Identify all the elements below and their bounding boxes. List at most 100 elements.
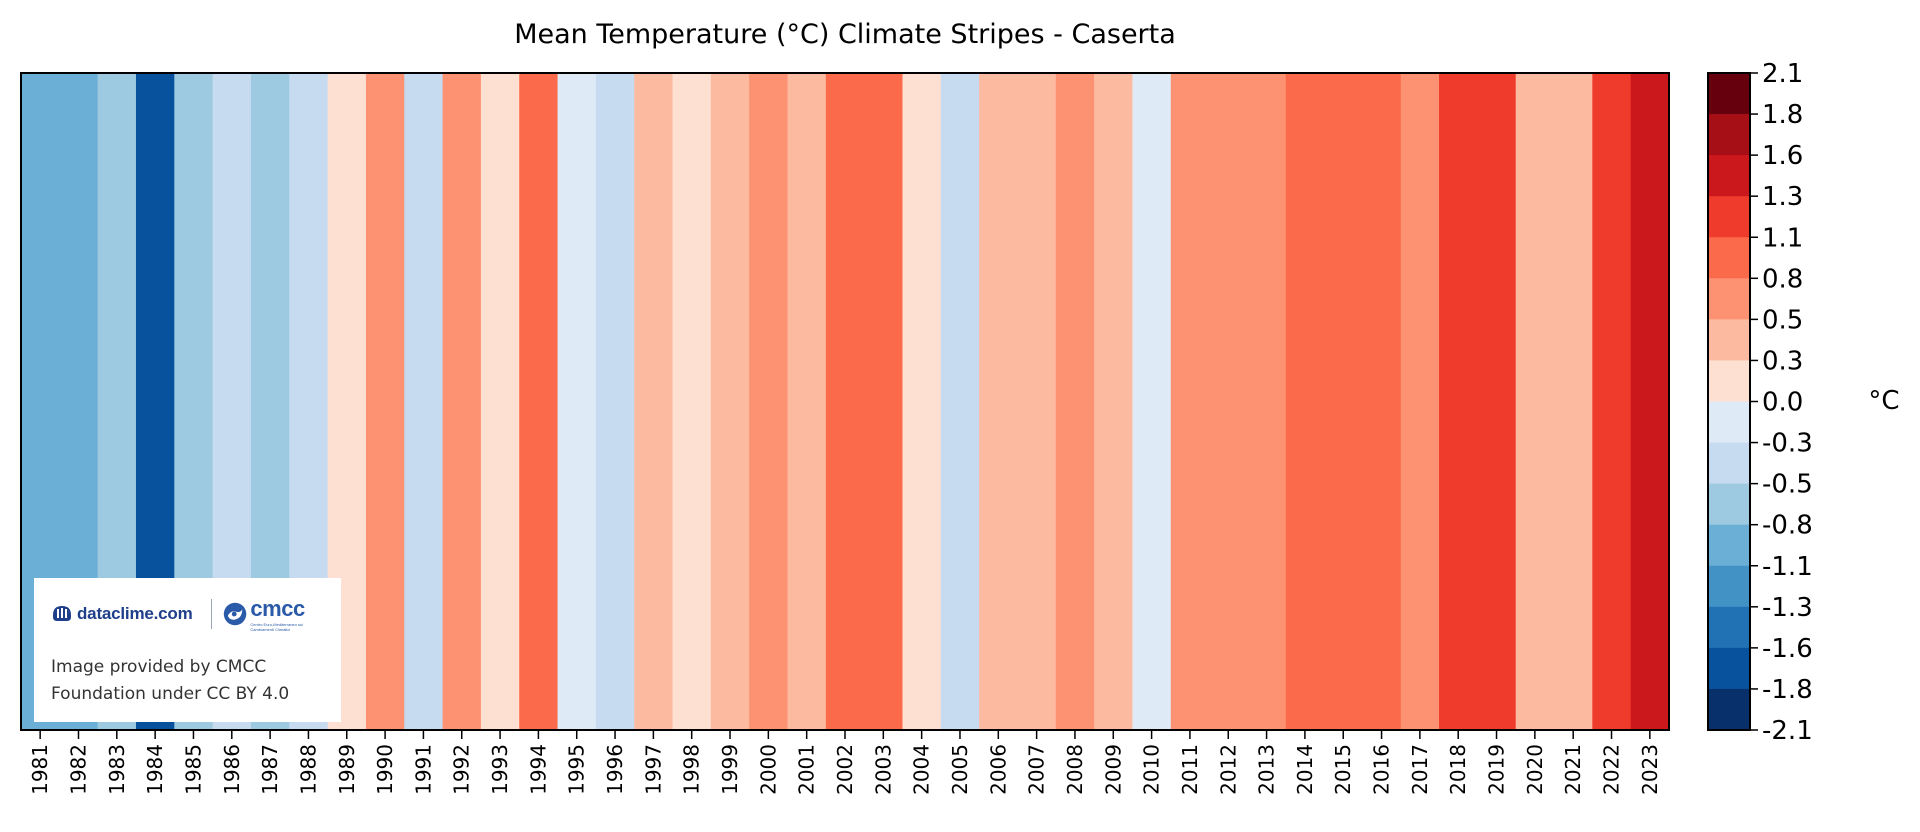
x-axis-ticks: 1981 1982 1983 1984 1985 1986 1987 1988 1989 1990… [28, 730, 1662, 795]
x-tick-label-2021: 2021 [1561, 744, 1585, 795]
stripe-1996 [595, 73, 635, 730]
stripe-2023 [1630, 73, 1670, 730]
chart-title: Mean Temperature (°C) Climate Stripes - … [514, 19, 1176, 50]
x-tick-label-2005: 2005 [948, 744, 972, 795]
colorbar-segment [1708, 278, 1750, 320]
colorbar-tick-label: -0.8 [1762, 511, 1813, 541]
stripe-2001 [787, 73, 827, 730]
stripe-2015 [1324, 73, 1363, 730]
stripe-2007 [1017, 73, 1057, 730]
colorbar-tick-label: 0.0 [1762, 388, 1803, 418]
x-tick-label-2016: 2016 [1370, 744, 1394, 795]
colorbar-tick-label: 1.8 [1762, 100, 1803, 130]
colorbar-tick-label: 1.6 [1762, 141, 1803, 171]
stripe-2008 [1055, 73, 1095, 730]
colorbar-segment [1708, 647, 1750, 690]
stripe-2021 [1554, 73, 1593, 730]
x-tick-label-2003: 2003 [871, 744, 895, 795]
cmcc-logo[interactable]: cmcc Centro Euro-Mediterraneo sui Cambia… [223, 596, 325, 632]
stripe-1995 [557, 73, 597, 730]
colorbar-tick-label: 2.1 [1762, 59, 1803, 89]
x-tick-label-2022: 2022 [1600, 744, 1624, 795]
dataclime-icon [53, 606, 71, 621]
colorbar-tick-label: 0.8 [1762, 264, 1803, 294]
colorbar-tick-label: -1.1 [1762, 552, 1813, 582]
stripe-2009 [1094, 73, 1134, 730]
x-tick-label-2017: 2017 [1408, 744, 1432, 795]
colorbar-segment [1708, 565, 1750, 608]
x-tick-label-1991: 1991 [411, 744, 435, 795]
x-tick-label-2012: 2012 [1216, 744, 1240, 795]
colorbar-tick-label: 1.3 [1762, 182, 1803, 212]
stripe-2020 [1515, 73, 1555, 730]
colorbar-unit-label: °C [1868, 386, 1899, 416]
x-tick-label-1984: 1984 [143, 744, 167, 795]
cmcc-wordmark: cmcc [250, 596, 305, 621]
colorbar-segment [1708, 360, 1750, 402]
stripe-1998 [672, 73, 712, 730]
colorbar-ticks: 2.1 1.8 1.6 1.3 1.1 0.8 0.5 0.3 0.0 -0.3 -0.5 -0.8 -… [1750, 59, 1813, 746]
colorbar-segment [1708, 688, 1750, 731]
stripe-2006 [979, 73, 1019, 730]
colorbar-tick-label: 0.5 [1762, 305, 1803, 335]
logo-divider [210, 599, 212, 629]
colorbar-segment [1708, 483, 1750, 526]
stripe-2011 [1170, 73, 1210, 730]
x-tick-label-2013: 2013 [1255, 744, 1279, 795]
x-tick-label-1996: 1996 [603, 744, 627, 795]
stripe-2005 [940, 73, 980, 730]
colorbar-tick-label: -1.6 [1762, 634, 1813, 664]
stripe-2018 [1439, 73, 1478, 730]
x-tick-label-2018: 2018 [1446, 744, 1470, 795]
colorbar-tick-label: -0.3 [1762, 429, 1813, 459]
stripe-2003 [864, 73, 904, 730]
colorbar-segment [1708, 319, 1750, 361]
x-tick-label-1981: 1981 [28, 744, 52, 795]
dataclime-logo[interactable]: dataclime.com [51, 603, 193, 625]
colorbar-segment [1708, 401, 1750, 444]
stripe-2012 [1209, 73, 1249, 730]
stripe-1992 [442, 73, 482, 730]
x-tick-label-2007: 2007 [1025, 744, 1049, 795]
colorbar-tick-label: -0.5 [1762, 470, 1813, 500]
colorbar-segment [1708, 524, 1750, 567]
x-tick-label-2001: 2001 [795, 744, 819, 795]
stripe-1990 [365, 73, 405, 730]
stripe-1993 [480, 73, 520, 730]
attribution-box: dataclime.com cmcc Centro Euro-Mediterra… [34, 578, 341, 722]
x-tick-label-2006: 2006 [986, 744, 1010, 795]
cmcc-icon [224, 602, 247, 626]
x-tick-label-1987: 1987 [258, 744, 282, 795]
x-tick-label-2015: 2015 [1331, 744, 1355, 795]
x-tick-label-1988: 1988 [296, 744, 320, 795]
x-tick-label-1985: 1985 [181, 744, 205, 795]
colorbar-segment [1708, 155, 1750, 197]
x-tick-label-1989: 1989 [335, 744, 359, 795]
x-tick-label-1983: 1983 [105, 744, 129, 795]
colorbar-tick-label: -2.1 [1762, 716, 1813, 746]
x-tick-label-2008: 2008 [1063, 744, 1087, 795]
x-tick-label-1998: 1998 [680, 744, 704, 795]
stripe-1997 [634, 73, 674, 730]
x-tick-label-1997: 1997 [641, 744, 665, 795]
stripe-2000 [749, 73, 789, 730]
x-tick-label-1986: 1986 [220, 744, 244, 795]
attribution-line-1: Image provided by CMCC [51, 657, 267, 677]
x-tick-label-2023: 2023 [1638, 744, 1662, 795]
x-tick-label-1992: 1992 [450, 744, 474, 795]
stripe-2017 [1400, 73, 1440, 730]
x-tick-label-2010: 2010 [1140, 744, 1164, 795]
stripe-2002 [825, 73, 865, 730]
colorbar-segment [1708, 114, 1750, 156]
stripe-1991 [404, 73, 444, 730]
colorbar-tick-label: -1.3 [1762, 593, 1813, 623]
x-tick-label-1982: 1982 [66, 744, 90, 795]
stripe-2022 [1592, 73, 1632, 730]
logo-row: dataclime.com cmcc Centro Euro-Mediterra… [51, 596, 325, 632]
x-tick-label-1994: 1994 [526, 744, 550, 795]
colorbar-tick-label: -1.8 [1762, 675, 1813, 705]
x-tick-label-2020: 2020 [1523, 744, 1547, 795]
x-tick-label-1990: 1990 [373, 744, 397, 795]
x-tick-label-1999: 1999 [718, 744, 742, 795]
